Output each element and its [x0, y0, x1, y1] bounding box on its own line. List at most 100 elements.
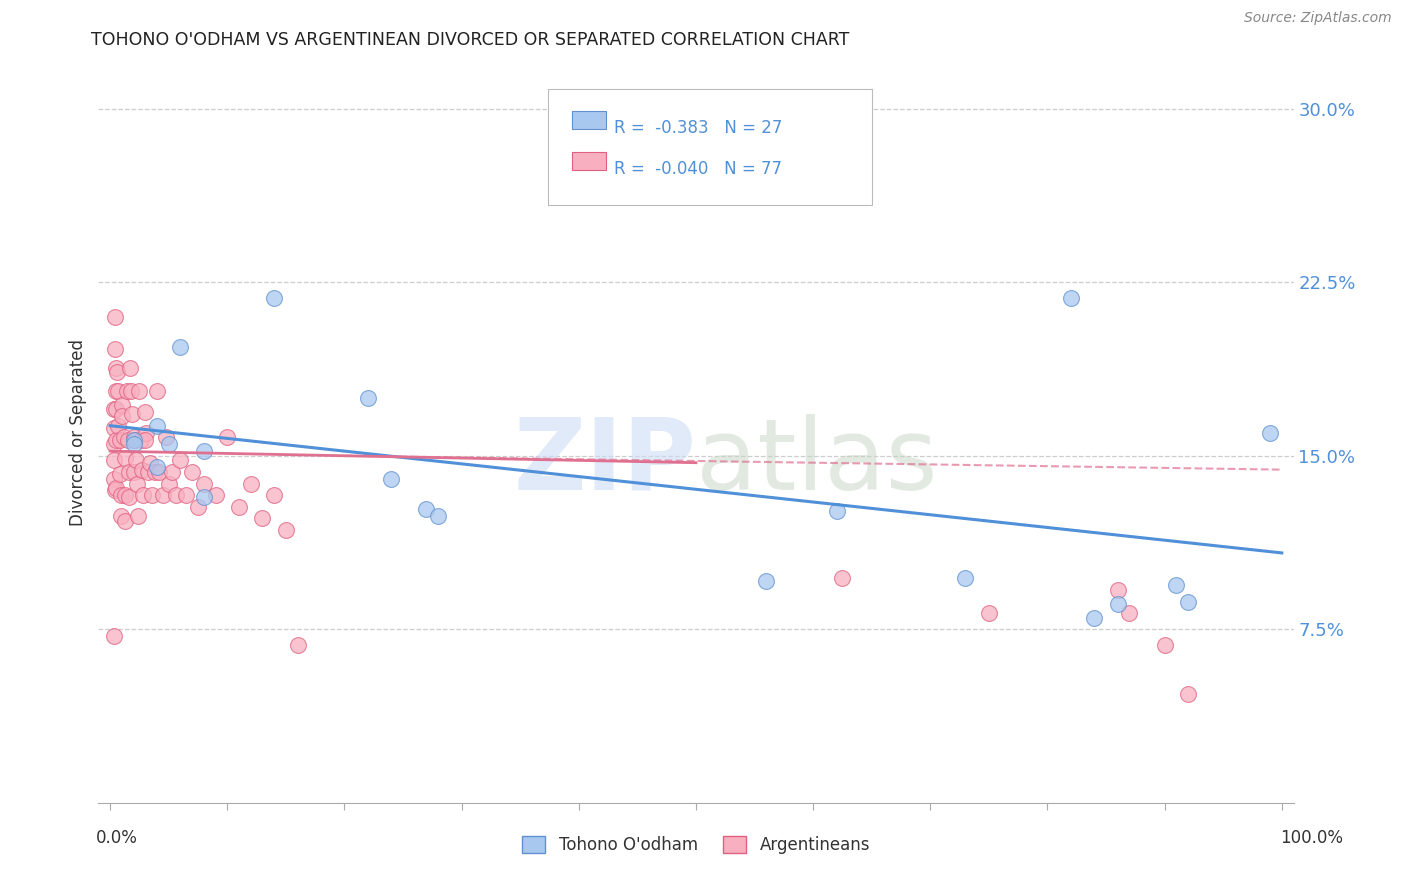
Point [193, 444, 215, 458]
Point [128, 384, 150, 398]
Point [193, 476, 215, 491]
Point [110, 488, 132, 502]
Point [134, 433, 156, 447]
Point [380, 472, 402, 486]
Point [1166, 578, 1188, 592]
Point [174, 488, 197, 502]
Point [122, 430, 145, 444]
Text: R =  -0.040   N = 77: R = -0.040 N = 77 [614, 160, 782, 178]
Point [169, 340, 191, 354]
Point [112, 430, 135, 444]
Point [120, 384, 142, 398]
Point [107, 418, 129, 433]
Point [132, 488, 155, 502]
Point [193, 491, 215, 505]
Point [287, 639, 309, 653]
Point [169, 453, 191, 467]
Point [103, 472, 125, 486]
Point [114, 488, 136, 502]
Point [108, 433, 131, 447]
Point [155, 430, 177, 444]
Point [105, 360, 128, 375]
Point [103, 421, 125, 435]
Point [263, 292, 285, 306]
Point [165, 488, 187, 502]
Point [114, 451, 136, 466]
Point [103, 453, 125, 467]
Point [187, 500, 209, 514]
Point [135, 425, 157, 440]
Point [122, 465, 145, 479]
Point [141, 488, 163, 502]
Point [103, 402, 125, 417]
Point [1177, 594, 1199, 608]
Point [124, 433, 146, 447]
Text: TOHONO O'ODHAM VS ARGENTINEAN DIVORCED OR SEPARATED CORRELATION CHART: TOHONO O'ODHAM VS ARGENTINEAN DIVORCED O… [91, 31, 849, 49]
Point [148, 465, 170, 479]
Point [157, 476, 180, 491]
Text: ZIP: ZIP [513, 414, 696, 511]
Point [831, 571, 853, 585]
Point [146, 384, 169, 398]
Y-axis label: Divorced or Separated: Divorced or Separated [69, 339, 87, 526]
Point [217, 430, 239, 444]
Point [152, 488, 174, 502]
Point [1060, 292, 1083, 306]
Point [108, 467, 131, 482]
Point [955, 571, 977, 585]
Point [204, 488, 226, 502]
Point [127, 476, 149, 491]
Point [121, 407, 143, 421]
Point [1107, 582, 1129, 597]
Text: atlas: atlas [696, 414, 938, 511]
Point [181, 465, 204, 479]
Point [1177, 687, 1199, 701]
Point [274, 523, 297, 537]
Point [105, 481, 128, 495]
Point [120, 360, 141, 375]
Point [415, 502, 437, 516]
Point [252, 511, 274, 525]
Point [1083, 610, 1105, 624]
Point [129, 433, 152, 447]
Point [1118, 606, 1140, 620]
Point [118, 491, 141, 505]
Point [263, 488, 285, 502]
Point [134, 405, 156, 419]
Point [105, 402, 128, 417]
Point [136, 465, 159, 479]
Text: Source: ZipAtlas.com: Source: ZipAtlas.com [1244, 12, 1392, 25]
Text: 100.0%: 100.0% [1279, 829, 1343, 847]
Point [755, 574, 778, 588]
Point [1258, 425, 1281, 440]
Point [107, 384, 129, 398]
Point [239, 476, 262, 491]
Text: R =  -0.383   N = 27: R = -0.383 N = 27 [614, 119, 783, 136]
Point [111, 409, 134, 424]
Point [105, 384, 128, 398]
Point [103, 629, 125, 643]
Point [157, 437, 180, 451]
Point [1153, 639, 1175, 653]
Point [111, 398, 134, 412]
Point [114, 514, 136, 528]
Point [104, 343, 127, 357]
Point [105, 366, 128, 380]
Point [977, 606, 1000, 620]
Point [825, 504, 848, 518]
Point [127, 508, 149, 523]
Point [131, 462, 153, 476]
Point [125, 453, 148, 467]
Point [1107, 597, 1129, 611]
Point [104, 483, 127, 498]
Point [115, 384, 138, 398]
Point [122, 433, 145, 447]
Point [117, 433, 139, 447]
Point [110, 508, 132, 523]
Point [162, 465, 183, 479]
Legend: Tohono O'odham, Argentineans: Tohono O'odham, Argentineans [516, 830, 876, 861]
Point [146, 460, 169, 475]
Text: 0.0%: 0.0% [96, 829, 138, 847]
Point [357, 391, 380, 405]
Point [139, 456, 162, 470]
